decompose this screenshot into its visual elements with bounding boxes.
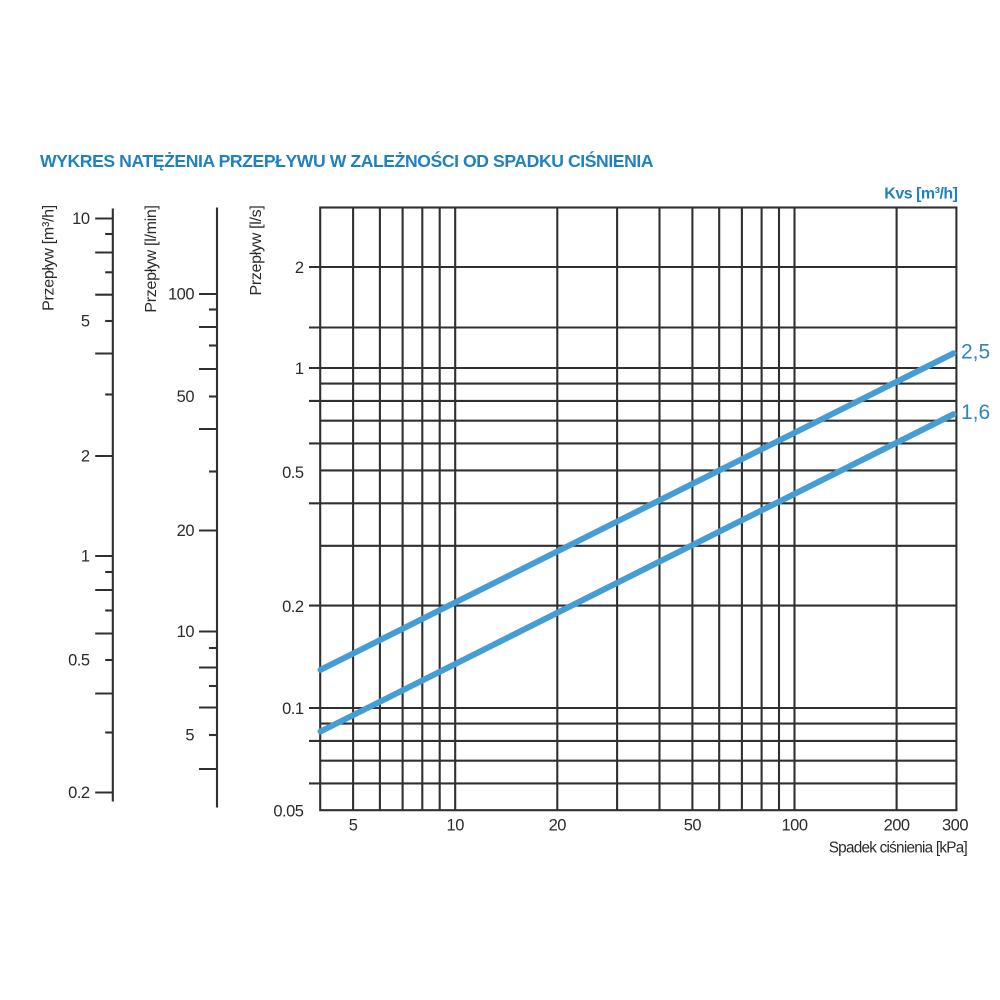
svg-text:20: 20	[549, 817, 567, 835]
svg-text:100: 100	[168, 286, 194, 304]
svg-text:20: 20	[177, 522, 195, 540]
svg-text:5: 5	[81, 313, 90, 331]
svg-text:Przepływ [l/min]: Przepływ [l/min]	[143, 205, 160, 312]
svg-text:1,6: 1,6	[961, 401, 990, 424]
svg-text:10: 10	[72, 210, 90, 228]
svg-text:Spadek ciśnienia [kPa]: Spadek ciśnienia [kPa]	[829, 840, 968, 857]
svg-text:50: 50	[684, 817, 702, 835]
svg-text:Kvs [m³/h]: Kvs [m³/h]	[884, 186, 957, 203]
svg-text:5: 5	[185, 727, 194, 745]
svg-text:5: 5	[349, 817, 358, 835]
svg-text:2: 2	[81, 448, 90, 466]
svg-text:2,5: 2,5	[961, 340, 990, 363]
svg-text:1: 1	[81, 548, 90, 566]
svg-text:Przepływ [m³/h]: Przepływ [m³/h]	[41, 205, 58, 311]
svg-text:100: 100	[781, 817, 807, 835]
svg-text:0.05: 0.05	[273, 802, 303, 820]
svg-text:10: 10	[447, 817, 465, 835]
svg-text:300: 300	[942, 817, 968, 835]
svg-text:0.2: 0.2	[282, 598, 304, 616]
svg-text:0.5: 0.5	[282, 464, 304, 482]
svg-text:200: 200	[884, 817, 910, 835]
svg-text:0.5: 0.5	[68, 652, 90, 670]
svg-text:Przepływ [l/s]: Przepływ [l/s]	[248, 205, 265, 295]
svg-text:0.1: 0.1	[282, 700, 304, 718]
svg-text:WYKRES NATĘŻENIA PRZEPŁYWU W Z: WYKRES NATĘŻENIA PRZEPŁYWU W ZALEŻNOŚCI …	[40, 150, 654, 171]
svg-text:50: 50	[177, 388, 195, 406]
svg-text:0.2: 0.2	[68, 784, 90, 802]
svg-text:2: 2	[295, 259, 304, 277]
svg-text:1: 1	[295, 360, 304, 378]
svg-text:10: 10	[177, 623, 195, 641]
